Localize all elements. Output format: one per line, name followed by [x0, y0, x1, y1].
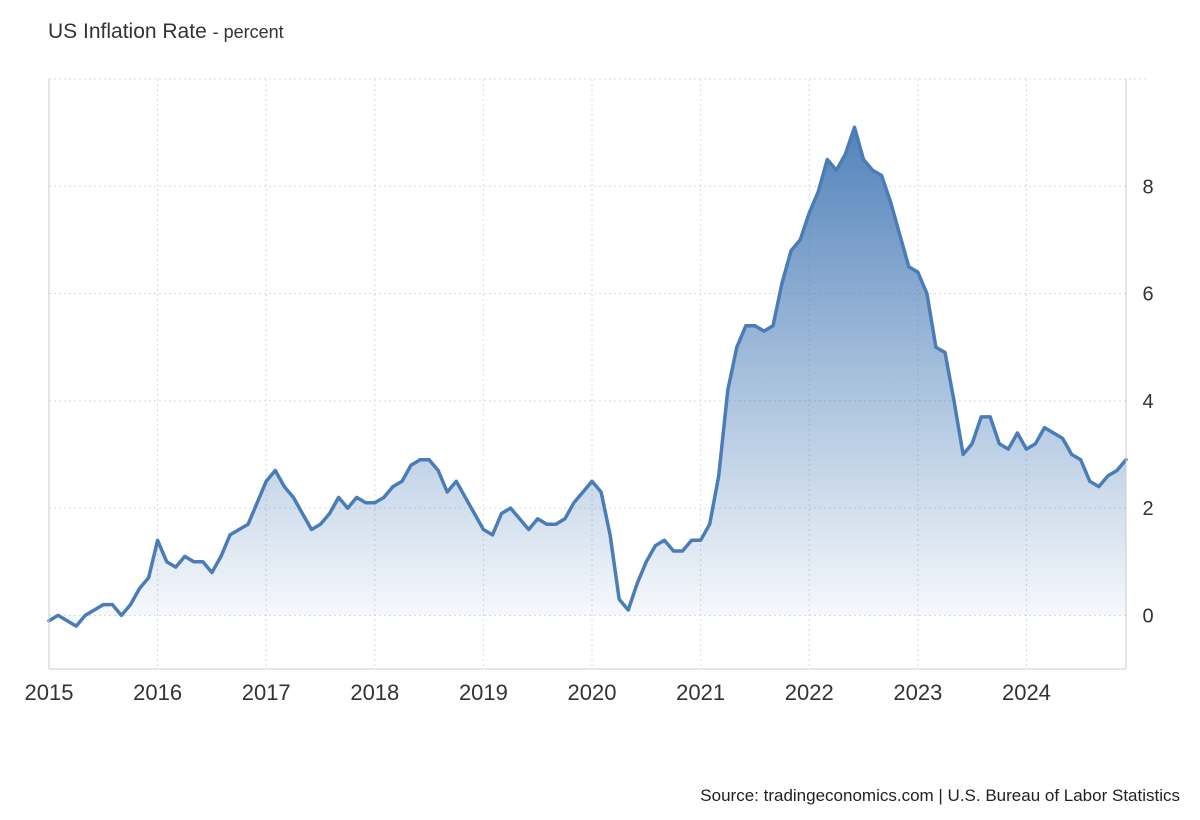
x-tick-label: 2021 — [676, 680, 725, 705]
series-line-layer — [47, 125, 1128, 628]
y-tick-label: 2 — [1142, 498, 1153, 520]
x-tick-label: 2015 — [25, 680, 74, 705]
x-tick-label: 2023 — [893, 680, 942, 705]
x-tick-label: 2020 — [568, 680, 617, 705]
chart-subtitle: - percent — [212, 22, 284, 42]
y-tick-label: 4 — [1142, 391, 1153, 413]
series-area — [49, 127, 1126, 627]
y-tick-label: 0 — [1142, 605, 1153, 627]
x-tick-label: 2017 — [242, 680, 291, 705]
y-tick-label: 6 — [1142, 284, 1153, 306]
x-tick-label: 2024 — [1002, 680, 1051, 705]
x-tick-label: 2016 — [133, 680, 182, 705]
area-fill-layer — [49, 127, 1126, 627]
chart-title: US Inflation Rate - percent — [48, 20, 284, 44]
chart-title-text: US Inflation Rate — [48, 20, 207, 43]
source-credit: Source: tradingeconomics.com | U.S. Bure… — [700, 786, 1180, 805]
x-tick-label: 2022 — [785, 680, 834, 705]
y-tick-label: 8 — [1142, 176, 1153, 198]
x-tick-label: 2018 — [350, 680, 399, 705]
axes: 0 2 4 6 8 2015 2016 2017 2018 2019 2020 2021 2022 202… — [25, 79, 1154, 705]
series-line — [47, 125, 1128, 628]
x-tick-label: 2019 — [459, 680, 508, 705]
